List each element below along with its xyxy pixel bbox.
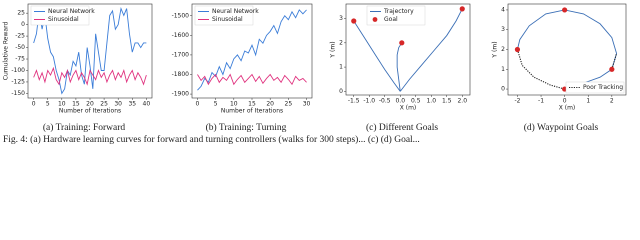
x-tick-label: 0 [196,101,200,108]
panel-caption: (d) Waypoint Goals [524,122,599,133]
x-tick-label: 25 [285,101,293,108]
series-line [197,9,307,91]
x-tick-label: -2 [514,98,520,105]
x-tick-label: 0.0 [395,98,405,105]
y-axis-label: Y (m) [330,41,337,58]
legend-label: Neural Network [48,8,95,15]
y-tick-label: 0 [501,86,505,93]
y-axis-label: Y (m) [492,41,499,58]
y-tick-label: -1900 [172,91,190,98]
x-tick-label: 2.0 [457,98,467,105]
goal-point [514,46,521,53]
y-tick-label: 25 [17,10,25,17]
legend-box [366,5,426,26]
legend-box [30,5,90,26]
x-tick-label: 1 [586,98,590,105]
x-tick-label: 40 [143,101,151,108]
figure-caption: Fig. 4: (a) Hardware learning curves for… [3,134,420,145]
y-tick-label: -50 [15,44,25,51]
x-tick-label: -0.5 [379,98,391,105]
y-tick-label: -1500 [172,12,190,19]
series-line [516,49,618,90]
x-tick-label: 20 [86,101,94,108]
y-tick-label: 4 [501,6,505,13]
y-tick-label: 2 [339,39,343,46]
x-tick-label: 30 [114,101,122,108]
x-tick-label: 0 [563,98,567,105]
series-line [197,73,307,86]
x-tick-label: -1 [538,98,544,105]
x-tick-label: 30 [303,101,311,108]
legend-marker [372,17,378,22]
y-tick-label: 2 [501,46,505,53]
legend-box [194,5,254,26]
x-tick-label: 15 [248,101,256,108]
series-line [399,8,463,92]
legend-label: Goal [384,16,398,23]
x-tick-label: 1.5 [442,98,452,105]
series-line [353,20,401,92]
x-tick-label: 0.5 [411,98,421,105]
y-tick-label: -125 [11,78,25,85]
y-tick-label: -25 [15,33,25,40]
legend-label: Sinusoidal [212,16,243,23]
x-tick-label: 35 [128,101,136,108]
y-axis-label: Cumulative Reward [3,22,10,81]
x-axis-label: X (m) [400,105,417,112]
y-tick-label: -1700 [172,51,190,58]
x-tick-label: 0 [32,101,36,108]
goal-point [399,40,405,46]
series-line [33,66,147,86]
plot-frame [345,3,471,96]
y-tick-label: 3 [501,26,505,33]
goal-point [609,66,615,72]
y-tick-label: -1800 [172,71,190,78]
y-tick-label: 1 [501,66,505,73]
legend-label: Poor Tracking [583,84,623,91]
y-tick-label: 0 [21,21,25,28]
x-tick-label: -1.5 [348,98,360,105]
y-tick-label: 3 [339,15,343,22]
x-tick-label: 2 [610,98,614,105]
goal-point [562,7,568,13]
y-tick-label: -75 [15,56,25,63]
legend: Poor Tracking [565,81,625,94]
y-tick-label: -150 [11,90,25,97]
y-tick-label: 0 [339,88,343,95]
goal-point [459,6,465,12]
figure: Fig. 4: (a) Hardware learning curves for… [3,3,627,145]
panel-caption: (a) Training: Forward [43,122,126,133]
y-tick-label: 1 [339,64,343,71]
panel-caption: (b) Training: Turning [206,122,287,133]
series-line [33,6,147,95]
x-tick-label: 10 [230,101,238,108]
x-tick-label: 15 [72,101,80,108]
y-tick-label: -100 [11,67,25,74]
series-line [396,42,403,92]
x-axis-label: X (m) [559,105,576,112]
x-tick-label: 20 [266,101,274,108]
x-tick-label: 25 [100,101,108,108]
x-tick-label: 5 [214,101,218,108]
x-tick-label: 10 [58,101,66,108]
x-axis-label: Number of Iterations [59,108,121,115]
legend-box [565,81,625,94]
x-tick-label: 1.0 [426,98,436,105]
y-tick-label: -1600 [172,32,190,39]
legend-label: Sinusoidal [48,16,79,23]
x-tick-label: -1.0 [363,98,375,105]
panel-caption: (c) Different Goals [366,122,438,133]
x-tick-label: 5 [46,101,50,108]
legend-label: Neural Network [212,8,259,15]
plot-frame [507,3,627,96]
series-line [517,9,618,90]
legend-label: Trajectory [383,8,414,15]
goal-point [351,18,357,24]
x-axis-label: Number of Iterations [221,108,283,115]
